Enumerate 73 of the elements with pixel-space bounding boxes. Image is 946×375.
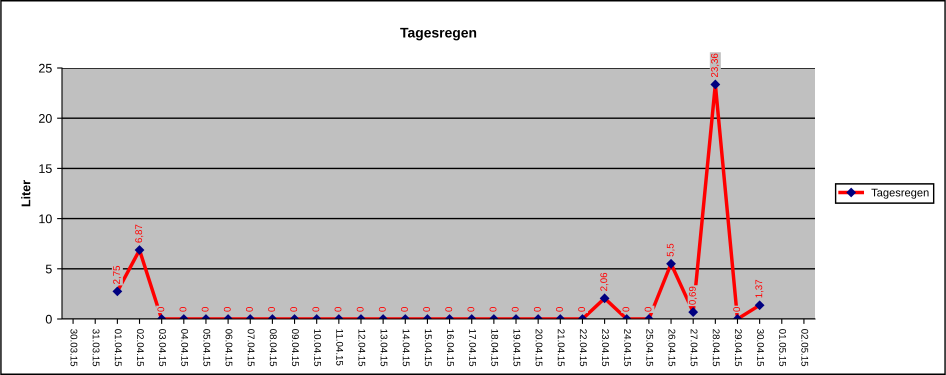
- x-tick-label: 02.04.15: [136, 329, 144, 366]
- data-label: 0: [202, 307, 209, 312]
- x-tick-label: 04.04.15: [181, 329, 188, 366]
- x-tick-label: 09.04.15: [292, 329, 299, 366]
- legend-label: Tagesregen: [871, 188, 929, 199]
- y-tick-label: 25: [39, 64, 52, 73]
- data-label: 0: [578, 307, 586, 312]
- x-tick-label: 12.04.15: [358, 329, 366, 366]
- data-label: 0: [445, 307, 452, 312]
- x-tick-label: 22.04.15: [580, 329, 587, 366]
- y-tick-label: 0: [46, 314, 52, 324]
- data-label: 2,06: [600, 272, 608, 291]
- x-tick-label: 06.04.15: [225, 329, 232, 366]
- data-label: 23,36: [711, 54, 720, 78]
- x-tick-label: 01.05.15: [779, 329, 786, 366]
- x-tick-label: 01.04.15: [114, 329, 122, 366]
- x-tick-label: 10.04.15: [314, 329, 321, 366]
- x-tick-label: 24.04.15: [624, 329, 632, 366]
- x-tick-label: 19.04.15: [513, 329, 520, 366]
- x-tick-label: 30.03.15: [70, 329, 78, 366]
- data-label: 0: [534, 307, 541, 312]
- x-tick-label: 20.04.15: [536, 329, 542, 366]
- data-label: 0: [622, 307, 630, 312]
- x-tick-label: 03.04.15: [159, 329, 166, 366]
- x-tick-label: 16.04.15: [446, 329, 454, 366]
- data-label: 0: [467, 307, 474, 312]
- data-label: 5,5: [666, 244, 675, 256]
- x-tick-label: 13.04.15: [380, 329, 388, 366]
- data-label: 0: [290, 307, 298, 312]
- data-label: 0: [312, 307, 320, 312]
- x-tick-label: 05.04.15: [203, 329, 210, 366]
- x-tick-label: 31.03.15: [92, 329, 100, 366]
- y-tick-label: 20: [39, 114, 52, 123]
- x-tick-label: 08.04.15: [270, 329, 277, 366]
- data-label: 0: [512, 307, 519, 312]
- y-tick-label: 10: [39, 214, 52, 224]
- x-tick-label: 02.05.15: [801, 329, 808, 366]
- x-tick-label: 23.04.15: [602, 329, 609, 366]
- data-label: 1,37: [755, 280, 764, 298]
- data-label: 0: [644, 307, 652, 312]
- data-label: 0,69: [688, 286, 697, 305]
- data-label: 0: [180, 307, 186, 312]
- x-tick-label: 14.04.15: [402, 329, 410, 366]
- x-tick-label: 07.04.15: [248, 329, 255, 366]
- data-label: 0: [401, 307, 408, 312]
- data-label: 0: [268, 307, 276, 312]
- x-tick-label: 11.04.15: [336, 329, 344, 366]
- x-tick-label: 18.04.15: [491, 329, 498, 366]
- data-label: 6,87: [135, 224, 144, 243]
- x-tick-label: 28.04.15: [712, 329, 720, 366]
- data-label: 0: [224, 307, 231, 312]
- chart-title: Tagesregen: [400, 28, 476, 40]
- data-label: 0: [556, 307, 563, 312]
- data-label: 0: [378, 307, 386, 312]
- y-tick-label: 15: [39, 164, 52, 174]
- x-tick-label: 25.04.15: [646, 329, 654, 366]
- data-label: 0: [733, 307, 740, 312]
- data-label: 0: [423, 307, 430, 312]
- data-label: 2,75: [113, 266, 122, 284]
- x-tick-label: 30.04.15: [757, 329, 764, 366]
- y-tick-label: 5: [46, 264, 52, 274]
- x-tick-label: 21.04.15: [558, 329, 565, 366]
- data-label: 0: [356, 307, 364, 312]
- data-label: 0: [246, 307, 253, 312]
- data-label: 0: [157, 307, 164, 312]
- x-tick-label: 15.04.15: [424, 329, 432, 366]
- x-tick-label: 26.04.15: [668, 329, 676, 366]
- y-axis-title: Liter: [21, 180, 30, 206]
- x-tick-label: 17.04.15: [469, 329, 476, 366]
- data-label: 0: [334, 307, 342, 312]
- x-tick-label: 29.04.15: [734, 329, 742, 366]
- x-tick-label: 27.04.15: [690, 329, 698, 366]
- data-label: 0: [490, 307, 496, 312]
